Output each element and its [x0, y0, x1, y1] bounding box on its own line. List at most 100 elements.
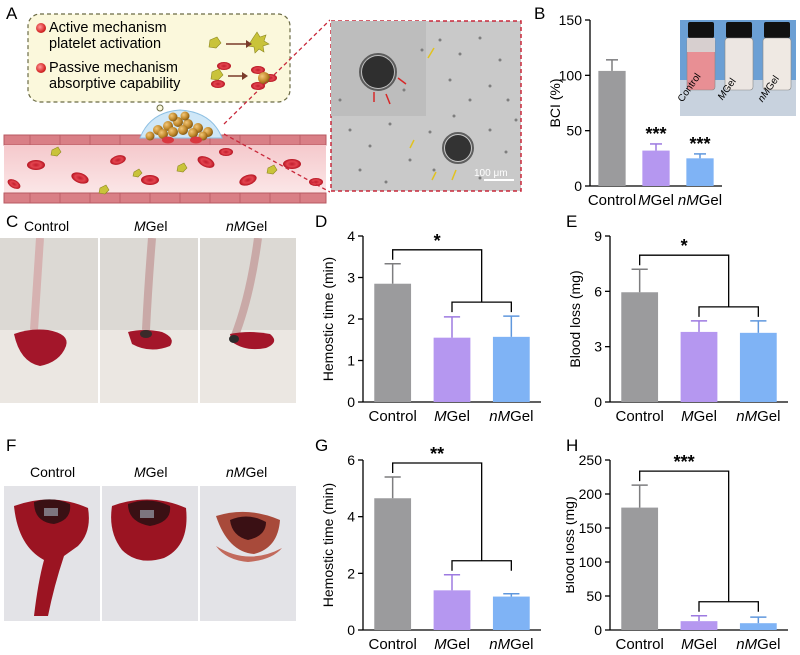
x-tick-label: nMGel	[678, 192, 722, 209]
photo-c-label-mgel: MGel	[134, 218, 168, 234]
x-tick-label-text: Gel	[510, 408, 533, 425]
callout-text: Active mechanism platelet activation Pas…	[36, 20, 206, 92]
x-tick-label-text: Gel	[757, 408, 780, 425]
panel-letter-c: C	[6, 212, 19, 231]
y-tick-label: 4	[347, 228, 355, 244]
comparison-bracket	[639, 254, 730, 307]
vessel-schematic	[3, 13, 330, 204]
x-tick-label: Control	[368, 408, 416, 425]
chart-e: 0 3 6 9 Blood loss (mg) Control MGel nMGel *	[567, 228, 788, 425]
bar	[680, 621, 718, 630]
y-tick-label: 0	[594, 394, 602, 410]
comparison-bracket	[639, 470, 730, 602]
group-bracket	[451, 301, 512, 313]
y-tick-label: 9	[594, 228, 602, 244]
x-tick-label-italic: nM	[736, 636, 757, 653]
y-tick-label: 200	[579, 486, 603, 502]
scale-bar-label: 100 μm	[474, 168, 508, 179]
y-tick-label: 0	[594, 622, 602, 638]
bar	[492, 596, 530, 630]
x-tick-label: Control	[368, 636, 416, 653]
y-tick-label: 0	[347, 622, 355, 638]
x-tick-label-italic: M	[681, 636, 694, 653]
y-tick-label: 50	[586, 588, 602, 604]
y-tick-label: 3	[347, 270, 355, 286]
bar	[433, 337, 471, 402]
callout-line-3: Passive mechanism	[36, 60, 206, 76]
comparison-label: *	[434, 231, 441, 251]
bullet-icon	[36, 63, 46, 73]
y-tick-label: 3	[594, 339, 602, 355]
panel-letter-b: B	[534, 4, 546, 23]
panel-letter-g: G	[315, 436, 329, 455]
liver-bleeding-photos	[4, 486, 296, 621]
x-tick-label: MGel	[638, 192, 674, 209]
y-tick-label: 6	[347, 452, 355, 468]
y-tick-label: 4	[347, 509, 355, 525]
comparison-label: ***	[674, 452, 695, 472]
x-tick-label-text: Control	[615, 408, 663, 425]
x-tick-label: nMGel	[736, 408, 780, 425]
comparison-bracket	[392, 249, 483, 303]
bar	[492, 336, 530, 402]
panel-letter-a: A	[6, 4, 18, 23]
x-tick-label: MGel	[434, 408, 470, 425]
comparison-label: *	[681, 236, 688, 256]
micrograph	[330, 20, 522, 192]
x-tick-label-text: Gel	[651, 192, 674, 209]
photo-c-label-nmgel: nMGel	[226, 218, 268, 234]
x-tick-label-italic: M	[638, 192, 651, 209]
x-tick-label-text: Gel	[510, 636, 533, 653]
panel-letter-f: F	[6, 436, 17, 455]
x-tick-label-text: Gel	[699, 192, 722, 209]
photo-c-label-control: Control	[24, 218, 70, 234]
x-tick-label: nMGel	[736, 636, 780, 653]
y-axis-label: Hemostic time (min)	[320, 483, 336, 607]
y-tick-label: 250	[579, 452, 603, 468]
x-tick-label: MGel	[681, 408, 717, 425]
photo-f-label-mgel: MGel	[134, 464, 168, 480]
x-tick-label-italic: M	[434, 636, 447, 653]
x-tick-label: Control	[588, 192, 636, 209]
x-tick-label: MGel	[434, 636, 470, 653]
group-bracket	[698, 601, 759, 612]
y-axis-label: Blood loss (mg)	[567, 270, 583, 367]
x-tick-label: Control	[615, 636, 663, 653]
y-tick-label: 50	[566, 123, 582, 139]
y-tick-label: 6	[594, 283, 602, 299]
bar	[739, 623, 777, 630]
x-tick-label-text: Gel	[757, 636, 780, 653]
x-tick-label-italic: nM	[678, 192, 699, 209]
group-bracket	[698, 306, 759, 317]
y-tick-label: 100	[559, 67, 583, 83]
bar	[621, 507, 659, 630]
y-tick-label: 2	[347, 565, 355, 581]
callout-line-2: platelet activation	[49, 36, 162, 52]
comparison-bracket	[392, 462, 483, 561]
x-tick-label-text: Gel	[447, 636, 470, 653]
x-tick-label-text: Gel	[694, 636, 717, 653]
comparison-label: **	[430, 444, 444, 464]
bar	[642, 150, 670, 186]
y-tick-label: 0	[574, 178, 582, 194]
y-axis-label: Blood loss (mg)	[566, 496, 577, 593]
y-tick-label: 100	[579, 554, 603, 570]
bar	[433, 590, 471, 630]
bar	[686, 158, 714, 186]
tail-bleeding-photos	[0, 238, 296, 403]
x-tick-label-italic: nM	[489, 408, 510, 425]
vials-photo	[680, 20, 796, 116]
y-tick-label: 150	[579, 520, 603, 536]
callout-line-1: Active mechanism	[36, 20, 206, 36]
x-tick-label: Control	[615, 408, 663, 425]
group-bracket	[451, 560, 512, 571]
x-tick-label-italic: M	[434, 408, 447, 425]
x-tick-label-text: Control	[368, 408, 416, 425]
x-tick-label: nMGel	[489, 408, 533, 425]
bar	[598, 70, 626, 186]
bar	[680, 331, 718, 402]
